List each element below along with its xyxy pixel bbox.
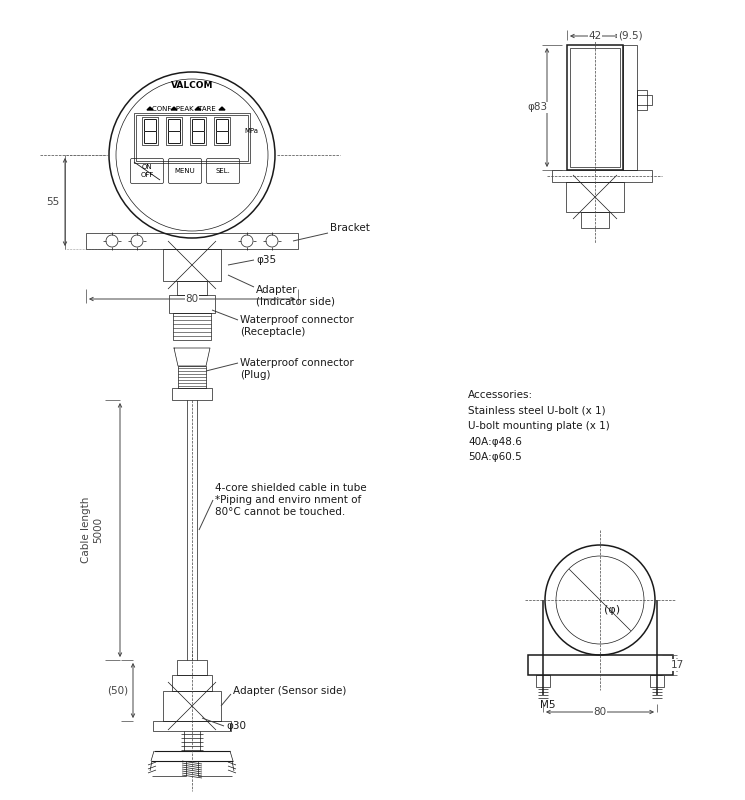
Bar: [86, 233, 298, 249]
Bar: [190, 117, 206, 145]
Text: M5: M5: [540, 700, 556, 710]
Text: Adapter (Sensor side): Adapter (Sensor side): [233, 686, 346, 696]
Bar: [637, 95, 652, 105]
Text: (50): (50): [107, 686, 129, 695]
Text: ON: ON: [142, 164, 152, 170]
FancyBboxPatch shape: [206, 158, 239, 183]
Polygon shape: [171, 107, 177, 110]
Bar: [172, 388, 212, 400]
Text: φ30: φ30: [226, 721, 246, 731]
Bar: [552, 170, 652, 182]
Bar: [163, 691, 221, 721]
Bar: [153, 721, 231, 731]
Text: 80: 80: [186, 294, 199, 304]
Bar: [173, 313, 211, 340]
Bar: [570, 48, 620, 167]
Text: 4-core shielded cable in tube
*Piping and enviro nment of
80°C cannot be touched: 4-core shielded cable in tube *Piping an…: [215, 483, 367, 517]
Text: SEL.: SEL.: [215, 168, 230, 174]
Text: 42: 42: [589, 31, 602, 41]
Text: 55: 55: [46, 197, 60, 207]
Text: Waterproof connector
(Plug): Waterproof connector (Plug): [240, 358, 354, 380]
Bar: [637, 90, 647, 110]
Bar: [650, 675, 664, 687]
Text: Bracket: Bracket: [330, 223, 370, 233]
Bar: [178, 366, 206, 388]
Text: MPa: MPa: [244, 128, 258, 134]
Polygon shape: [195, 107, 201, 110]
Bar: [134, 113, 250, 163]
Text: CONF  PEAK  TARE: CONF PEAK TARE: [152, 106, 216, 112]
Bar: [536, 675, 550, 687]
Text: 17: 17: [670, 660, 684, 670]
Polygon shape: [147, 107, 153, 110]
Text: φ83: φ83: [527, 102, 547, 113]
FancyBboxPatch shape: [130, 158, 163, 183]
Text: OFF: OFF: [140, 172, 153, 178]
Text: (φ): (φ): [604, 605, 620, 615]
FancyBboxPatch shape: [168, 158, 201, 183]
Bar: [136, 115, 248, 161]
Text: MENU: MENU: [174, 168, 195, 174]
Bar: [581, 212, 609, 228]
Bar: [166, 117, 182, 145]
Bar: [214, 117, 230, 145]
Bar: [623, 45, 637, 170]
Polygon shape: [174, 348, 210, 366]
Text: VALCOM: VALCOM: [171, 81, 213, 90]
Bar: [566, 182, 624, 212]
Bar: [169, 295, 215, 313]
Text: 80: 80: [594, 707, 606, 717]
Text: Waterproof connector
(Receptacle): Waterproof connector (Receptacle): [240, 315, 354, 337]
Bar: [163, 249, 221, 281]
Bar: [177, 281, 207, 295]
Text: Accessories:
Stainless steel U-bolt (x 1)
U-bolt mounting plate (x 1)
40A:φ48.6
: Accessories: Stainless steel U-bolt (x 1…: [468, 390, 609, 462]
Text: Cable length
5000: Cable length 5000: [81, 497, 103, 563]
Polygon shape: [219, 107, 225, 110]
Text: φ35: φ35: [256, 255, 276, 265]
Bar: [567, 45, 623, 170]
Bar: [172, 675, 212, 691]
Bar: [177, 660, 207, 675]
Text: Adapter
(Indicator side): Adapter (Indicator side): [256, 285, 335, 306]
Bar: [528, 655, 673, 675]
Text: (9.5): (9.5): [618, 31, 642, 41]
Bar: [142, 117, 158, 145]
